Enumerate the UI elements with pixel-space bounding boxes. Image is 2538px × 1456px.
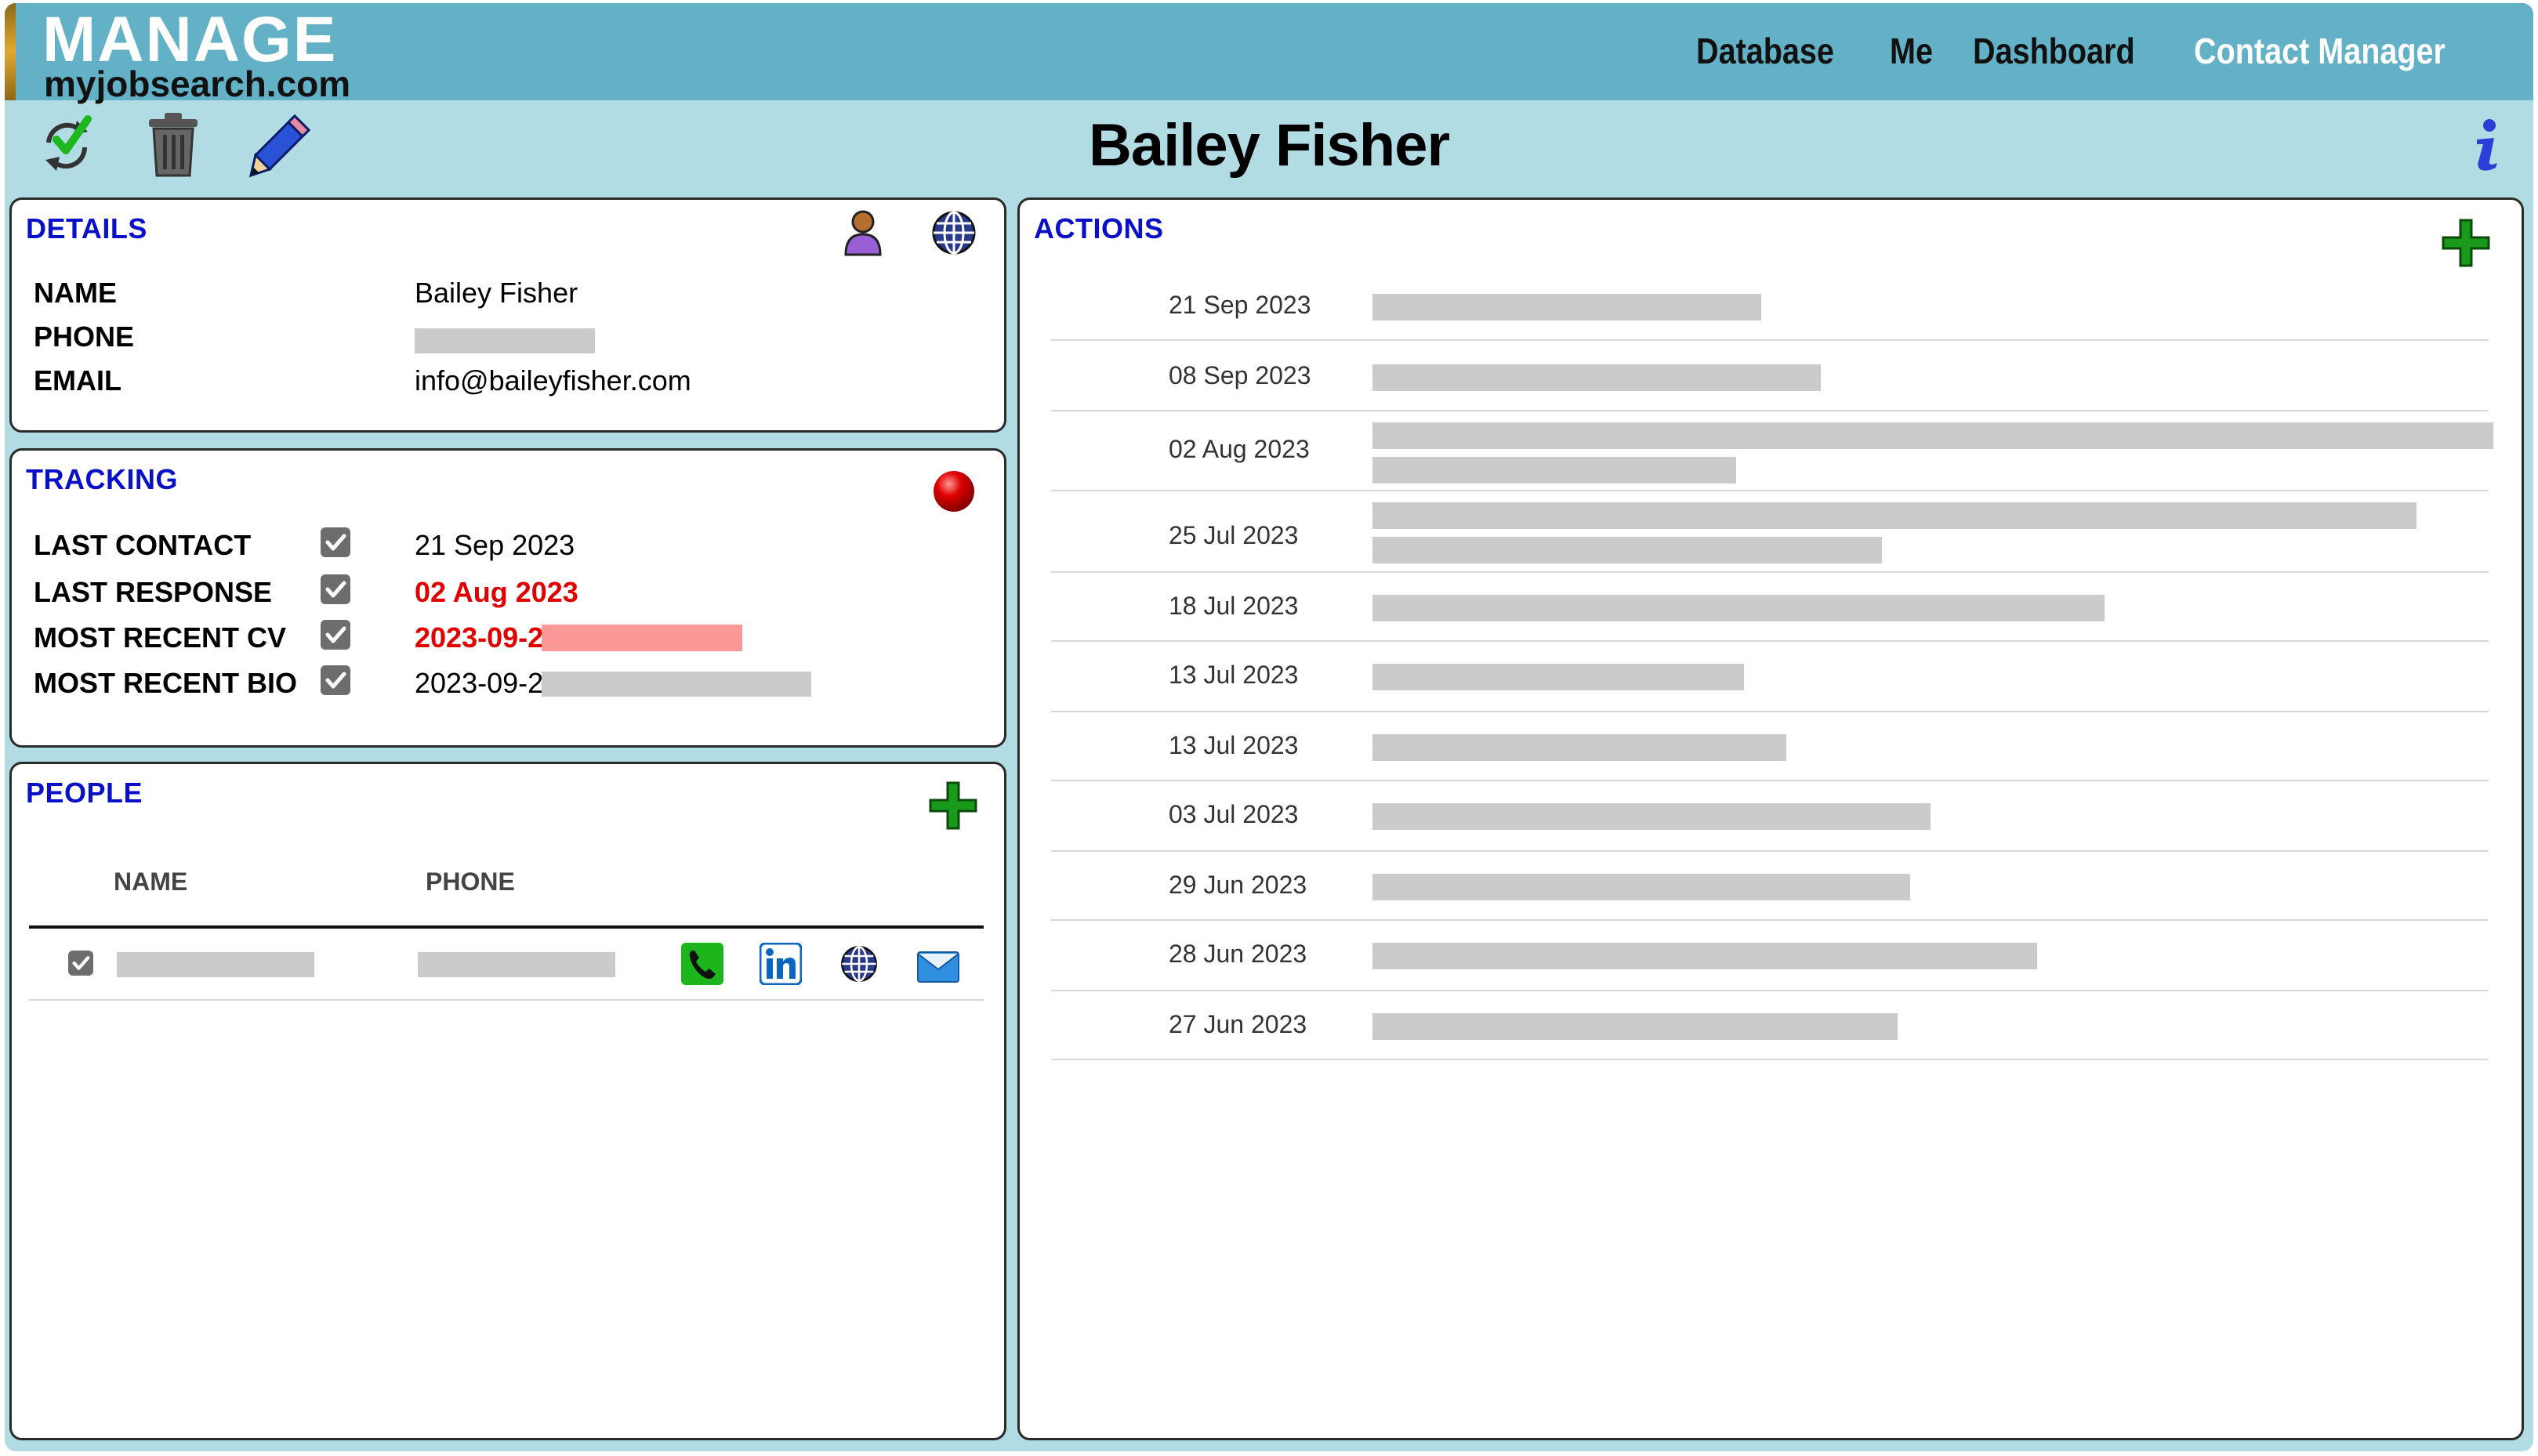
last-response-checkbox[interactable] bbox=[321, 574, 350, 604]
action-row[interactable]: 13 Jul 2023 bbox=[1051, 712, 2489, 781]
people-title: PEOPLE bbox=[26, 777, 143, 809]
last-response-value: 02 Aug 2023 bbox=[415, 576, 578, 608]
action-date: 28 Jun 2023 bbox=[1169, 940, 1307, 968]
actions-panel: ACTIONS 21 Sep 2023 08 Sep 2023 02 Aug 2… bbox=[1017, 197, 2524, 1440]
globe-icon[interactable] bbox=[930, 209, 977, 256]
top-bar: MANAGE myjobsearch.com Database Me Dashb… bbox=[5, 3, 2533, 104]
action-description-redacted bbox=[1372, 1013, 1898, 1040]
nav-dashboard[interactable]: Dashboard bbox=[1972, 31, 2135, 71]
action-row[interactable]: 02 Aug 2023 bbox=[1051, 411, 2493, 491]
action-row[interactable]: 29 Jun 2023 bbox=[1051, 852, 2489, 921]
refresh-check-icon[interactable] bbox=[33, 111, 100, 179]
action-row[interactable]: 08 Sep 2023 bbox=[1051, 341, 2489, 411]
last-contact-checkbox[interactable] bbox=[321, 527, 350, 557]
name-value: Bailey Fisher bbox=[415, 277, 578, 309]
action-date: 29 Jun 2023 bbox=[1169, 871, 1307, 899]
action-date: 25 Jul 2023 bbox=[1169, 521, 1299, 549]
most-recent-cv-label: MOST RECENT CV bbox=[34, 621, 287, 654]
name-label: NAME bbox=[34, 277, 117, 309]
action-date: 27 Jun 2023 bbox=[1169, 1010, 1307, 1038]
bio-filename-redacted[interactable] bbox=[542, 672, 811, 697]
last-response-label: LAST RESPONSE bbox=[34, 576, 273, 608]
tracking-panel: TRACKING LAST CONTACT 21 Sep 2023 LAST R… bbox=[9, 448, 1006, 748]
people-panel: PEOPLE NAME PHONE bbox=[9, 762, 1006, 1440]
action-description-redacted bbox=[1372, 364, 1821, 391]
action-description-redacted bbox=[1372, 664, 1744, 690]
toolbar bbox=[33, 111, 314, 179]
most-recent-bio-value: 2023-09-21 bbox=[415, 667, 560, 699]
action-description-redacted bbox=[1372, 502, 2417, 529]
action-date: 13 Jul 2023 bbox=[1169, 661, 1299, 689]
add-person-button[interactable] bbox=[927, 780, 979, 831]
tracking-title: TRACKING bbox=[26, 463, 178, 495]
action-row[interactable]: 25 Jul 2023 bbox=[1051, 491, 2489, 573]
action-description-redacted bbox=[1372, 874, 1910, 900]
action-date: 13 Jul 2023 bbox=[1169, 731, 1299, 759]
nav-database[interactable]: Database bbox=[1696, 31, 1835, 71]
trash-icon[interactable] bbox=[140, 111, 207, 179]
most-recent-bio-label: MOST RECENT BIO bbox=[34, 667, 298, 699]
action-description-redacted bbox=[1372, 803, 1931, 830]
action-description-redacted bbox=[1372, 734, 1786, 761]
app-frame: MANAGE myjobsearch.com Database Me Dashb… bbox=[5, 3, 2533, 1451]
most-recent-bio-checkbox[interactable] bbox=[321, 665, 350, 695]
action-row[interactable]: 27 Jun 2023 bbox=[1051, 991, 2489, 1060]
table-row bbox=[29, 929, 984, 1001]
details-title: DETAILS bbox=[26, 212, 147, 244]
action-date: 03 Jul 2023 bbox=[1169, 800, 1299, 828]
pencil-icon[interactable] bbox=[246, 111, 314, 179]
main-nav: Database Me Dashboard Contact Manager bbox=[1696, 30, 2486, 72]
phone-label: PHONE bbox=[34, 321, 135, 353]
person-row-checkbox[interactable] bbox=[68, 951, 93, 976]
logo-title: MANAGE bbox=[42, 4, 338, 75]
cv-filename-redacted[interactable] bbox=[542, 625, 742, 651]
action-description-redacted bbox=[1372, 595, 2105, 621]
phone-value-redacted bbox=[415, 328, 595, 353]
email-icon[interactable] bbox=[916, 946, 960, 985]
action-row[interactable]: 21 Sep 2023 bbox=[1051, 278, 2489, 341]
last-contact-label: LAST CONTACT bbox=[34, 529, 252, 561]
logo-stripe bbox=[5, 3, 16, 100]
action-date: 02 Aug 2023 bbox=[1169, 435, 1310, 463]
action-description-redacted bbox=[1372, 422, 2493, 449]
action-row[interactable]: 18 Jul 2023 bbox=[1051, 573, 2489, 642]
action-description-redacted bbox=[1372, 457, 1736, 484]
logo-subtitle: myjobsearch.com bbox=[44, 63, 351, 104]
person-name-redacted[interactable] bbox=[117, 952, 314, 977]
most-recent-cv-value: 2023-09-21 bbox=[415, 621, 560, 654]
action-description-redacted bbox=[1372, 537, 1882, 563]
linkedin-icon[interactable] bbox=[759, 942, 803, 986]
person-icon[interactable] bbox=[841, 209, 885, 256]
action-row[interactable]: 03 Jul 2023 bbox=[1051, 781, 2489, 852]
nav-me[interactable]: Me bbox=[1889, 31, 1933, 71]
add-action-button[interactable] bbox=[2440, 217, 2492, 269]
actions-title: ACTIONS bbox=[1034, 212, 1164, 244]
globe-icon[interactable] bbox=[839, 944, 879, 983]
phone-icon[interactable] bbox=[681, 943, 723, 985]
people-column-name: NAME bbox=[114, 867, 188, 896]
action-description-redacted bbox=[1372, 294, 1761, 321]
action-row[interactable]: 28 Jun 2023 bbox=[1051, 921, 2489, 991]
red-status-dot-icon bbox=[932, 469, 976, 513]
people-column-phone: PHONE bbox=[426, 867, 515, 896]
action-date: 21 Sep 2023 bbox=[1169, 291, 1311, 319]
page-title: Bailey Fisher bbox=[1088, 112, 1450, 179]
people-header-divider bbox=[29, 925, 984, 929]
action-row[interactable]: 13 Jul 2023 bbox=[1051, 642, 2489, 712]
action-date: 18 Jul 2023 bbox=[1169, 592, 1299, 620]
person-phone-redacted bbox=[418, 952, 615, 977]
last-contact-value: 21 Sep 2023 bbox=[415, 529, 575, 561]
most-recent-cv-checkbox[interactable] bbox=[321, 620, 350, 650]
action-date: 08 Sep 2023 bbox=[1169, 361, 1311, 389]
info-icon[interactable] bbox=[2463, 118, 2510, 172]
details-panel: DETAILS NAME Bailey Fisher PHONE EMAIL i… bbox=[9, 197, 1006, 433]
email-value[interactable]: info@baileyfisher.com bbox=[415, 364, 691, 397]
action-description-redacted bbox=[1372, 943, 2037, 969]
nav-contact-manager[interactable]: Contact Manager bbox=[2193, 31, 2446, 71]
email-label: EMAIL bbox=[34, 364, 121, 397]
